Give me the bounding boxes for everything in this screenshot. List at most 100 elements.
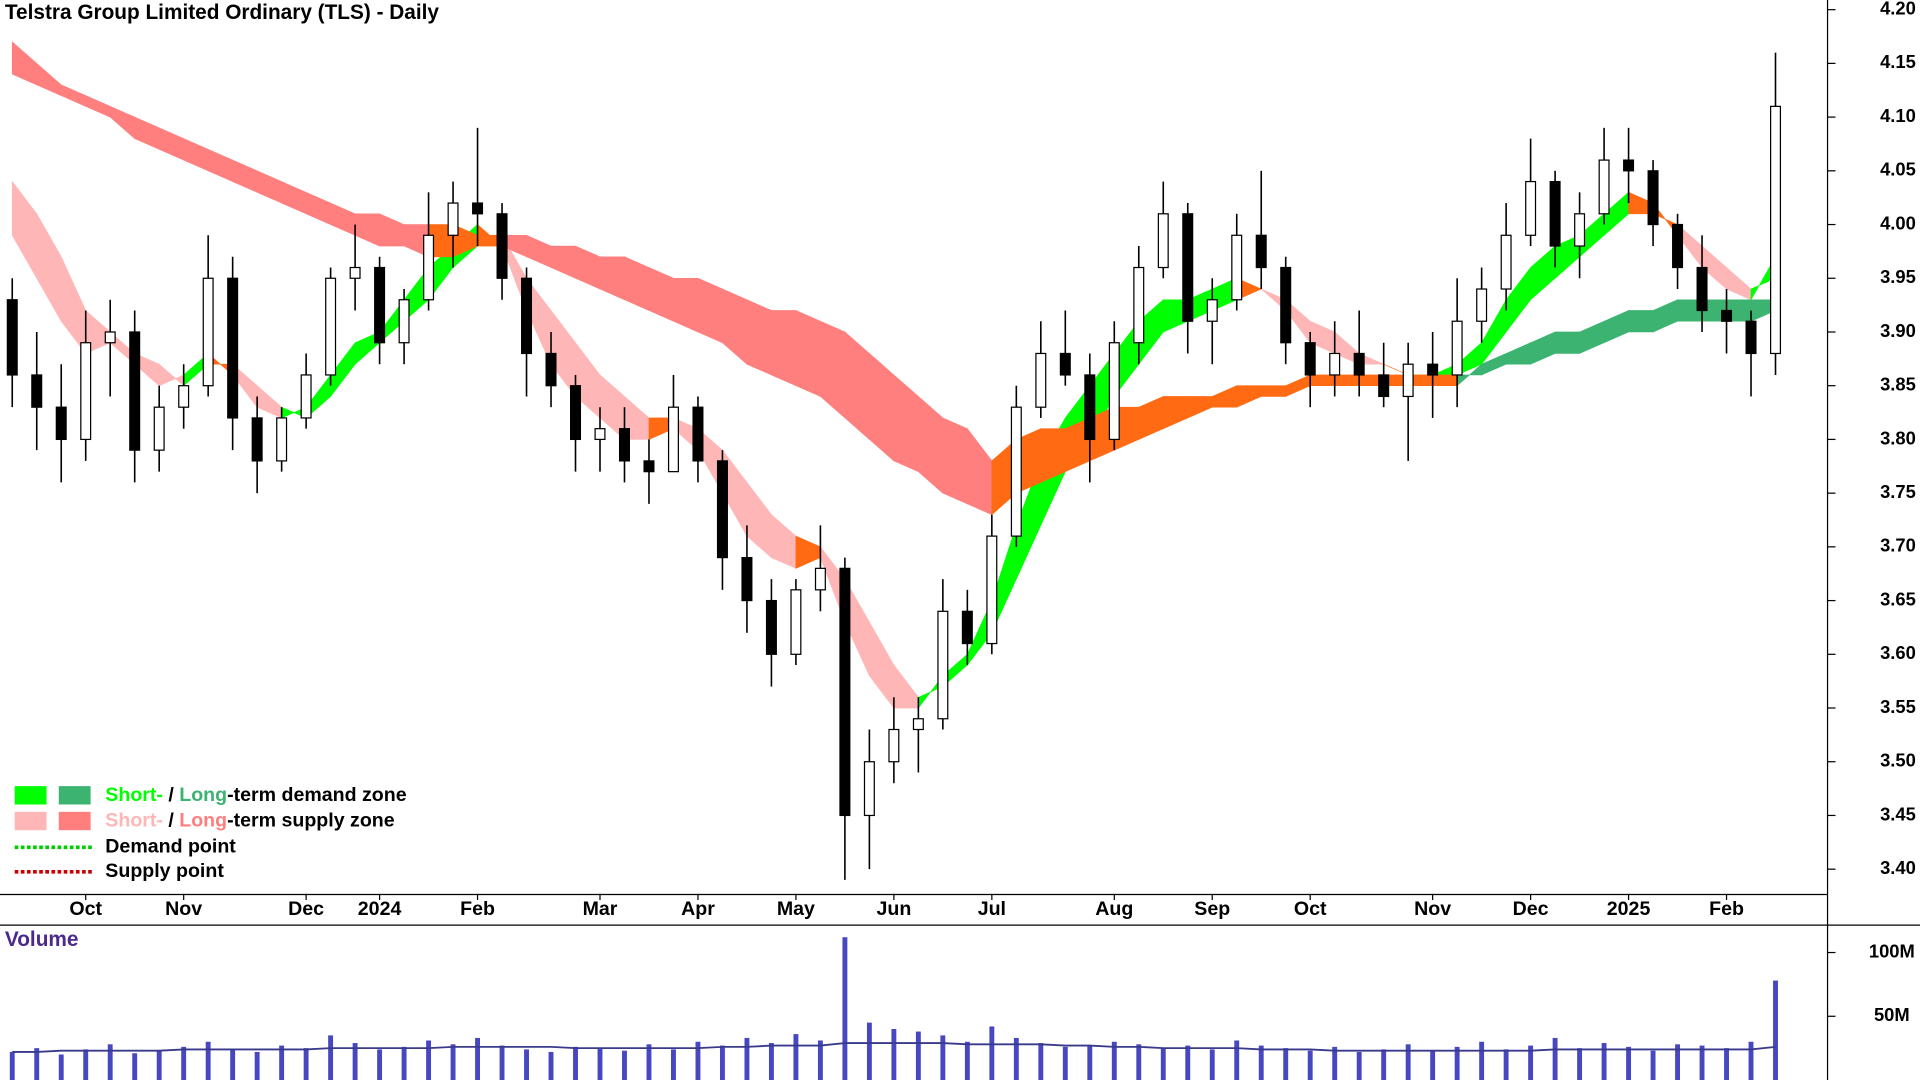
volume-bar — [1356, 1051, 1362, 1080]
volume-bar — [1552, 1037, 1558, 1080]
volume-bar — [1479, 1041, 1485, 1080]
candle-body — [1084, 374, 1096, 441]
volume-bar — [1111, 1041, 1117, 1080]
volume-bar — [328, 1035, 334, 1080]
y-tick-label: 3.65 — [1880, 588, 1916, 609]
candle-body — [1035, 352, 1047, 408]
volume-bar — [156, 1050, 162, 1080]
volume-bar — [1405, 1044, 1411, 1080]
zones — [11, 41, 1776, 709]
candle-body — [912, 718, 924, 731]
x-tick-label: Jul — [978, 898, 1006, 920]
candle-body — [1623, 159, 1635, 172]
volume-bar — [573, 1046, 578, 1080]
zone-segment — [207, 148, 233, 183]
candle-body — [80, 342, 92, 441]
candle-body — [374, 266, 386, 344]
volume-bar — [940, 1035, 946, 1080]
zone-segment — [1726, 266, 1752, 301]
volume-bar — [597, 1048, 603, 1080]
volume-bar — [1160, 1048, 1166, 1080]
candle-body — [1500, 234, 1512, 290]
candle-body — [447, 202, 459, 236]
zone-segment — [11, 41, 38, 86]
candle-body — [496, 213, 508, 279]
x-tick-label: Nov — [165, 898, 202, 920]
y-tick-label: 50M — [1874, 1004, 1910, 1025]
zone-segment — [1652, 299, 1678, 333]
candle-body — [1329, 352, 1341, 376]
volume-bar — [1234, 1040, 1240, 1080]
volume-bar — [83, 1049, 89, 1080]
volume-bar — [499, 1045, 505, 1080]
y-tick-label: 3.40 — [1880, 857, 1916, 878]
volume-bar — [34, 1048, 40, 1080]
zone-segment — [624, 256, 650, 311]
y-tick-label: 3.95 — [1880, 266, 1916, 287]
candle-body — [741, 556, 753, 602]
candle-body — [570, 385, 582, 441]
zone-segment — [1579, 320, 1605, 354]
zone-segment — [1628, 310, 1654, 333]
zone-segment — [844, 331, 870, 441]
legend-text: Short- — [105, 810, 163, 832]
candle-body — [888, 728, 900, 763]
zone-segment — [36, 212, 62, 323]
volume-bar — [230, 1049, 236, 1080]
x-tick-label: Oct — [1294, 898, 1327, 920]
zone-segment — [256, 170, 282, 204]
candle-body — [643, 460, 655, 473]
volume-bar — [671, 1049, 676, 1080]
x-tick-label: Nov — [1414, 898, 1451, 920]
zone-segment — [575, 245, 601, 290]
y-tick-label: 3.55 — [1880, 696, 1916, 717]
volume-bar — [891, 1029, 897, 1080]
volume-bar — [254, 1051, 260, 1080]
candle-body — [349, 266, 361, 279]
volume-bar — [793, 1034, 799, 1080]
candle-body — [1549, 180, 1561, 247]
volume-bar — [107, 1044, 113, 1080]
volume-bar — [915, 1031, 921, 1080]
legend-entry: Demand point — [105, 836, 236, 858]
zone-segment — [281, 181, 307, 215]
legend-swatch — [14, 786, 47, 805]
candle-body — [31, 374, 43, 408]
x-tick-label: 2025 — [1607, 898, 1651, 920]
zone-segment — [820, 320, 846, 419]
x-tick-label: Dec — [288, 898, 324, 920]
candle-body — [545, 352, 557, 387]
candle-body — [814, 567, 826, 591]
candle-body — [692, 406, 704, 462]
candle-body — [6, 299, 18, 376]
zone-segment — [60, 84, 87, 107]
zone-segment — [379, 213, 405, 247]
zone-segment — [256, 385, 282, 419]
y-tick-label: 3.50 — [1880, 750, 1916, 771]
axes: 3.40 3.45 3.50 3.55 3.60 3.65 3.70 3.75 3.80 3.85… — [69, 0, 1915, 920]
candle-body — [790, 589, 802, 655]
zone-segment — [1187, 396, 1213, 419]
chart-title: Telstra Group Limited Ordinary (TLS) - D… — [5, 1, 440, 24]
candle-body — [1108, 342, 1120, 441]
legend-text: -term demand zone — [227, 784, 407, 806]
volume-bar — [842, 937, 848, 1080]
candle-body — [863, 761, 875, 817]
volume-bar — [1430, 1050, 1436, 1080]
candles — [6, 52, 1782, 880]
candle-body — [1255, 234, 1267, 269]
zone-segment — [1432, 374, 1458, 387]
legend-text: Long — [179, 784, 227, 806]
x-tick-label: May — [777, 898, 815, 920]
volume-bar — [205, 1041, 211, 1080]
zone-segment — [1530, 245, 1556, 301]
zone-segment — [305, 191, 331, 226]
volume-bar — [1528, 1045, 1534, 1080]
volume-bar — [279, 1045, 285, 1080]
x-tick-label: Feb — [1709, 898, 1744, 920]
zone-segment — [330, 202, 356, 236]
candle-body — [1427, 363, 1439, 376]
volume-bar — [58, 1054, 64, 1080]
